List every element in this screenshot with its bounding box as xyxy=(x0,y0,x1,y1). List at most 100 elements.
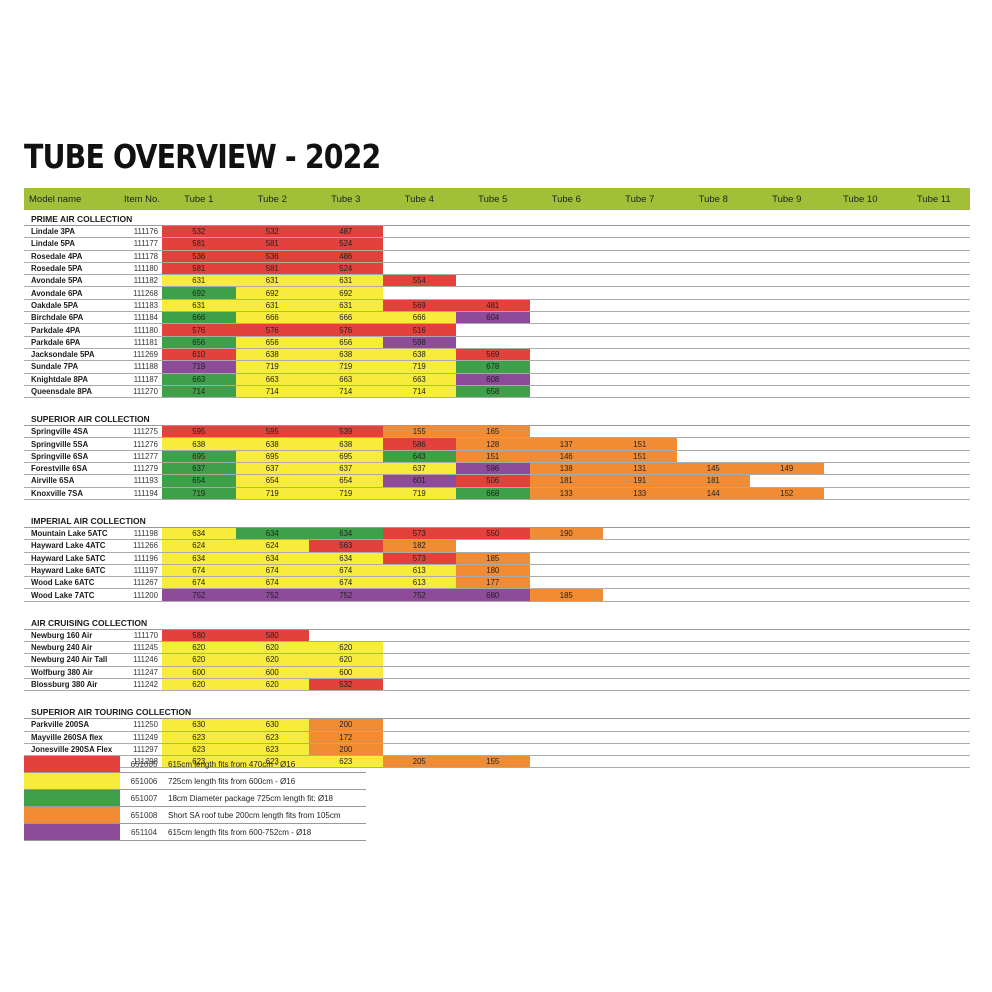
table-row: Newburg 240 Air 111245 620 620 620 xyxy=(24,642,970,655)
header-tube: Tube 6 xyxy=(551,193,581,205)
table-row: Rosedale 5PA 111180 581 581 524 xyxy=(24,262,970,276)
tube-cell: 506 xyxy=(456,475,530,487)
tube-cell xyxy=(456,642,530,653)
tube-cell xyxy=(603,630,677,641)
table-row: Jonesville 290SA Flex 111297 623 623 200 xyxy=(24,743,970,757)
tube-cell xyxy=(897,337,971,348)
item-no-cell: 111275 xyxy=(133,427,158,437)
tube-cell xyxy=(750,756,824,767)
model-name-cell: Sundale 7PA xyxy=(31,362,79,372)
legend-swatch xyxy=(24,807,120,823)
item-no-cell: 111178 xyxy=(133,251,158,261)
tube-cell xyxy=(824,565,898,576)
tube-cell xyxy=(677,361,751,372)
tube-cell: 600 xyxy=(309,666,383,678)
tube-cell xyxy=(530,744,604,755)
tube-cell: 663 xyxy=(162,373,236,385)
tube-cell xyxy=(824,300,898,311)
tube-cell: 674 xyxy=(162,577,236,589)
tube-cell xyxy=(897,426,971,437)
tube-cell xyxy=(456,287,530,298)
tube-cell xyxy=(824,324,898,335)
item-no-cell: 111247 xyxy=(133,667,158,677)
tube-cell xyxy=(824,667,898,678)
item-no-cell: 111200 xyxy=(133,590,158,600)
tube-cell: 536 xyxy=(162,250,236,262)
legend-row: 651007 18cm Diameter package 725cm length… xyxy=(24,790,366,807)
item-no-cell: 111176 xyxy=(133,227,158,237)
tube-cell: 620 xyxy=(235,642,309,654)
tube-cell: 637 xyxy=(309,463,383,475)
tube-cell xyxy=(530,324,604,335)
tube-cell: 128 xyxy=(456,438,530,450)
section-spacer xyxy=(24,398,970,406)
tube-cell xyxy=(897,251,971,262)
tube-cell xyxy=(603,565,677,576)
tube-cell xyxy=(456,324,530,335)
tube-cell: 631 xyxy=(309,299,383,312)
tube-cell: 569 xyxy=(456,348,530,361)
table-row: Oakdale 5PA 111183 631 631 631 569 481 xyxy=(24,299,970,313)
model-name-cell: Hayward Lake 4ATC xyxy=(31,541,106,551)
legend-row: 651008 Short SA roof tube 200cm length fi… xyxy=(24,807,366,824)
tube-cell: 643 xyxy=(382,450,456,463)
tube-cell xyxy=(677,589,751,600)
tube-cell: 205 xyxy=(382,756,456,768)
tube-cell xyxy=(677,642,751,653)
tube-cell: 719 xyxy=(309,487,383,499)
tube-cell xyxy=(603,577,677,588)
tube-cell: 532 xyxy=(235,226,309,238)
section-title: SUPERIOR AIR COLLECTION xyxy=(24,410,970,427)
tube-cell: 674 xyxy=(162,564,236,577)
tube-cell xyxy=(677,744,751,755)
tube-cell: 719 xyxy=(162,361,236,373)
tube-cell: 623 xyxy=(235,731,309,743)
tube-cell xyxy=(897,312,971,323)
tube-cell xyxy=(383,251,457,262)
tube-cell xyxy=(750,438,824,449)
tube-cell: 623 xyxy=(309,756,383,768)
header-tube: Tube 2 xyxy=(257,193,287,205)
tube-cell xyxy=(383,654,457,665)
tube-cell xyxy=(897,349,971,360)
tube-cell: 695 xyxy=(309,450,383,463)
tube-cell xyxy=(750,238,824,249)
tube-cell xyxy=(824,553,898,564)
tube-cell xyxy=(897,451,971,462)
legend-swatch xyxy=(24,756,120,772)
tube-cell xyxy=(824,577,898,588)
tube-cell xyxy=(824,386,898,397)
tube-cell: 634 xyxy=(235,527,309,540)
tube-cell: 674 xyxy=(235,577,309,589)
tube-cell: 185 xyxy=(456,552,530,564)
tube-cell xyxy=(530,719,604,730)
tube-cell: 524 xyxy=(309,238,383,250)
tube-cell xyxy=(456,275,530,286)
tube-cell xyxy=(750,251,824,262)
tube-cell xyxy=(603,654,677,665)
item-no-cell: 111181 xyxy=(133,337,158,347)
tube-cell: 610 xyxy=(162,348,236,361)
tube-cell xyxy=(383,679,457,690)
item-no-cell: 111194 xyxy=(133,488,158,498)
item-no-cell: 111268 xyxy=(133,288,158,298)
tube-cell: 638 xyxy=(235,348,309,361)
tube-cell xyxy=(750,337,824,348)
tube-table: Model name Item No. Tube 1 Tube 2 Tube 3… xyxy=(24,188,971,769)
model-name-cell: Newburg 160 Air xyxy=(31,630,93,640)
tube-cell: 638 xyxy=(309,348,383,361)
tube-cell: 151 xyxy=(603,450,677,463)
tube-cell xyxy=(677,287,751,298)
model-name-cell: Birchdale 6PA xyxy=(31,313,84,323)
tube-cell xyxy=(530,732,604,743)
tube-cell xyxy=(750,312,824,323)
tube-cell xyxy=(750,275,824,286)
tube-cell: 623 xyxy=(162,756,236,768)
legend-code: 651005 xyxy=(130,759,158,769)
tube-cell xyxy=(677,756,751,767)
tube-cell xyxy=(383,630,457,641)
table-row: Mountain Lake 5ATC 111198 634 634 634 573 550 1… xyxy=(24,527,970,541)
tube-cell xyxy=(677,732,751,743)
tube-cell: 666 xyxy=(162,312,236,324)
tube-cell xyxy=(750,654,824,665)
